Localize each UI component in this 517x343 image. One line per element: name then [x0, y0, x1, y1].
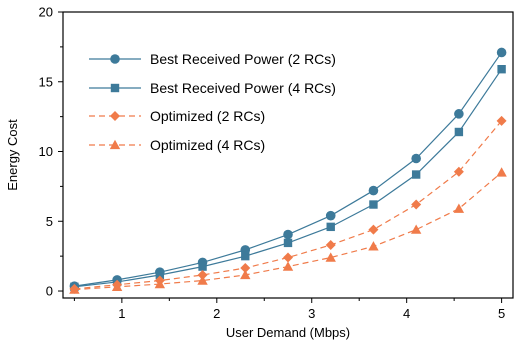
y-tick-label-10: 10 — [39, 144, 53, 159]
y-tick-label-0: 0 — [46, 284, 53, 299]
series-3-point-8 — [368, 224, 379, 235]
plot-frame — [62, 11, 514, 299]
x-axis-label: User Demand (Mbps) — [226, 325, 350, 340]
legend-item-2: Best Received Power (4 RCs) — [89, 80, 336, 96]
series-1-point-10 — [454, 109, 464, 119]
x-tick-label-4: 4 — [403, 306, 410, 321]
series-1-point-6 — [283, 229, 293, 240]
legend-label-2: Best Received Power (4 RCs) — [150, 80, 336, 96]
series-4-point-2 — [111, 281, 123, 291]
series-3-point-4 — [197, 269, 208, 280]
legend: Best Received Power (2 RCs) Best Received… — [89, 51, 336, 153]
series-2-point-5 — [241, 251, 250, 261]
series-3-line — [74, 120, 503, 290]
series-4-point-1 — [69, 284, 80, 294]
legend-item-3: Optimized (2 RCs) — [89, 108, 265, 124]
series-4 — [69, 167, 507, 294]
series-2-point-10 — [454, 127, 464, 137]
series-2-point-3 — [155, 270, 165, 280]
x-tick-label-5: 5 — [498, 306, 505, 321]
legend-item-4: Optimized (4 RCs) — [89, 137, 265, 153]
x-axis: 1 2 3 4 5 — [73, 298, 505, 321]
series-1-point-8 — [368, 185, 379, 196]
x-tick-label-2: 2 — [213, 306, 220, 321]
series-2-point-8 — [369, 200, 378, 209]
series-3-point-10 — [453, 166, 464, 177]
legend-label-4: Optimized (4 RCs) — [150, 137, 265, 153]
x-tick-label-1: 1 — [118, 306, 125, 321]
series-4-point-11 — [496, 167, 507, 177]
series-3-point-6 — [283, 252, 293, 263]
x-tick-label-3: 3 — [308, 306, 315, 321]
legend-label-3: Optimized (2 RCs) — [150, 108, 265, 124]
y-axis-label: Energy Cost — [5, 119, 20, 191]
series-3-point-5 — [240, 263, 251, 274]
series-3-point-11 — [496, 115, 507, 126]
legend-marker-2 — [110, 83, 120, 93]
series-4-point-5 — [240, 269, 251, 280]
series-4-point-8 — [368, 241, 379, 251]
series-1-point-7 — [325, 210, 336, 221]
legend-marker-1 — [110, 54, 120, 64]
series-4-point-9 — [410, 224, 422, 234]
y-axis: 0 5 10 15 20 — [39, 5, 63, 299]
series-4-point-7 — [325, 252, 336, 262]
series-2-point-6 — [283, 238, 293, 248]
series-2-point-11 — [497, 65, 506, 74]
series-2-point-4 — [198, 262, 207, 271]
series-1-point-9 — [411, 153, 421, 164]
series-1-point-11 — [496, 47, 507, 58]
series-4-point-3 — [154, 278, 166, 289]
y-tick-label-15: 15 — [39, 74, 53, 89]
series-2-point-9 — [411, 170, 421, 179]
series-3-point-9 — [411, 199, 422, 210]
series-4-point-10 — [453, 203, 465, 213]
legend-label-1: Best Received Power (2 RCs) — [150, 51, 336, 67]
y-tick-label-20: 20 — [39, 5, 53, 20]
series-layer — [69, 47, 507, 294]
legend-marker-3 — [110, 111, 120, 121]
legend-item-1: Best Received Power (2 RCs) — [89, 51, 336, 67]
plot-border — [62, 11, 514, 299]
series-2-point-7 — [326, 222, 335, 232]
series-3-point-7 — [325, 239, 336, 250]
series-4-point-4 — [197, 275, 208, 285]
series-4-point-6 — [282, 261, 294, 271]
legend-marker-4 — [109, 139, 121, 150]
y-tick-label-5: 5 — [46, 214, 53, 229]
